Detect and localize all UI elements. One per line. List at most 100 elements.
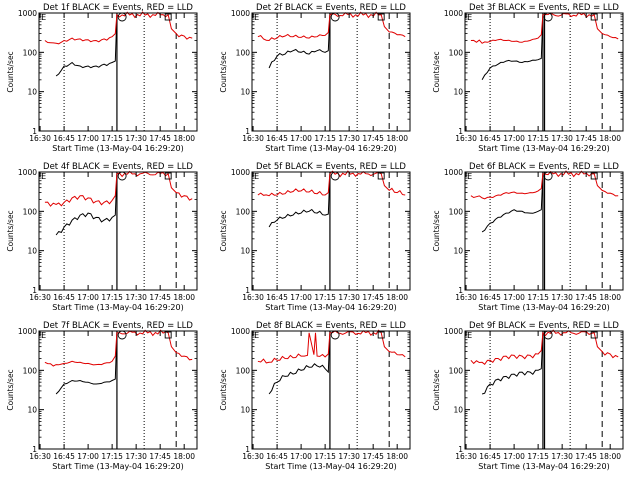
- x-tick-label: 18:00: [173, 452, 195, 461]
- x-axis-label: Start Time (13-May-04 16:29:20): [478, 144, 609, 153]
- y-tick-label: 100: [449, 207, 464, 216]
- circle-marker: [117, 330, 127, 340]
- series-line-events: [268, 173, 331, 228]
- e-marker: E: [254, 13, 259, 22]
- x-axis-label: Start Time (13-May-04 16:29:20): [52, 144, 183, 153]
- e-marker: E: [467, 172, 472, 181]
- x-tick-label: 16:45: [53, 134, 75, 143]
- y-tick-label: 1: [32, 127, 37, 136]
- x-tick-label: 16:45: [266, 293, 288, 302]
- x-tick-label: 18:00: [599, 293, 621, 302]
- x-tick-label: 17:45: [362, 134, 384, 143]
- x-tick-label: 17:30: [125, 134, 147, 143]
- x-tick-label: 17:45: [149, 134, 171, 143]
- y-tick-label: 10: [240, 247, 250, 256]
- x-tick-label: 17:45: [149, 452, 171, 461]
- x-tick-label: 17:30: [125, 293, 147, 302]
- e-marker: E: [467, 13, 472, 22]
- series-line-events: [481, 14, 544, 81]
- y-tick-label: 100: [449, 48, 464, 57]
- square-marker: [590, 172, 598, 180]
- x-tick-label: 17:15: [314, 134, 336, 143]
- x-axis-label: Start Time (13-May-04 16:29:20): [478, 303, 609, 312]
- x-tick-label: 17:15: [314, 452, 336, 461]
- x-tick-label: 16:30: [455, 452, 477, 461]
- x-tick-label: 17:15: [527, 134, 549, 143]
- chart-title: Det 8f BLACK = Events, RED = LLD: [256, 321, 406, 331]
- series-line-events: [481, 173, 544, 233]
- x-tick-label: 17:15: [101, 134, 123, 143]
- x-tick-label: 16:30: [29, 452, 51, 461]
- x-tick-label: 16:30: [242, 452, 264, 461]
- chart-title: Det 1f BLACK = Events, RED = LLD: [43, 3, 193, 13]
- x-axis-label: Start Time (13-May-04 16:29:20): [265, 303, 396, 312]
- x-tick-label: 17:00: [77, 293, 99, 302]
- y-axis-label: Counts/sec: [6, 210, 15, 251]
- y-tick-label: 100: [23, 48, 38, 57]
- y-tick-label: 1: [245, 286, 250, 295]
- x-tick-label: 16:30: [29, 134, 51, 143]
- square-marker: [377, 172, 385, 180]
- y-tick-label: 100: [23, 207, 38, 216]
- y-tick-label: 10: [453, 247, 463, 256]
- square-marker: [377, 13, 385, 21]
- x-axis-label: Start Time (13-May-04 16:29:20): [52, 462, 183, 471]
- x-tick-label: 17:00: [290, 293, 312, 302]
- series-line-events: [55, 14, 118, 77]
- y-tick-label: 1000: [18, 327, 37, 336]
- plot-frame: [464, 12, 624, 132]
- x-tick-label: 17:00: [290, 452, 312, 461]
- x-tick-label: 16:30: [242, 293, 264, 302]
- square-marker: [164, 13, 172, 21]
- chart-title: Det 6f BLACK = Events, RED = LLD: [469, 162, 619, 172]
- x-tick-label: 16:45: [479, 293, 501, 302]
- plot-frame: [38, 330, 198, 450]
- y-tick-label: 1: [32, 286, 37, 295]
- e-marker: E: [41, 331, 46, 340]
- chart-title: Det 2f BLACK = Events, RED = LLD: [256, 3, 406, 13]
- x-tick-label: 18:00: [599, 134, 621, 143]
- series-line-events: [55, 173, 118, 236]
- e-marker: E: [467, 331, 472, 340]
- y-tick-label: 1: [245, 445, 250, 454]
- y-tick-label: 1000: [231, 168, 250, 177]
- y-tick-label: 100: [236, 207, 251, 216]
- x-tick-label: 16:30: [455, 293, 477, 302]
- plot-frame: [38, 12, 198, 132]
- y-tick-label: 1000: [444, 327, 463, 336]
- y-tick-label: 100: [236, 366, 251, 375]
- x-tick-label: 17:00: [290, 134, 312, 143]
- x-tick-label: 16:45: [479, 134, 501, 143]
- y-tick-label: 100: [23, 366, 38, 375]
- x-axis-label: Start Time (13-May-04 16:29:20): [265, 462, 396, 471]
- plot-frame: [464, 171, 624, 291]
- x-tick-label: 17:30: [125, 452, 147, 461]
- x-tick-label: 17:45: [149, 293, 171, 302]
- series-line-events: [268, 332, 331, 395]
- y-axis-label: Counts/sec: [219, 51, 228, 92]
- y-tick-label: 1000: [444, 9, 463, 18]
- x-tick-label: 17:00: [503, 452, 525, 461]
- x-tick-label: 17:30: [338, 452, 360, 461]
- x-tick-label: 16:45: [53, 452, 75, 461]
- y-tick-label: 1000: [18, 9, 37, 18]
- x-tick-label: 17:15: [527, 293, 549, 302]
- square-marker: [590, 331, 598, 339]
- x-tick-label: 17:45: [575, 134, 597, 143]
- x-axis-label: Start Time (13-May-04 16:29:20): [52, 303, 183, 312]
- y-axis-label: Counts/sec: [219, 210, 228, 251]
- x-tick-label: 17:15: [101, 452, 123, 461]
- plot-frame: [251, 171, 411, 291]
- e-marker: E: [254, 331, 259, 340]
- y-tick-label: 100: [236, 48, 251, 57]
- y-axis-label: Counts/sec: [6, 51, 15, 92]
- chart-title: Det 9f BLACK = Events, RED = LLD: [469, 321, 619, 331]
